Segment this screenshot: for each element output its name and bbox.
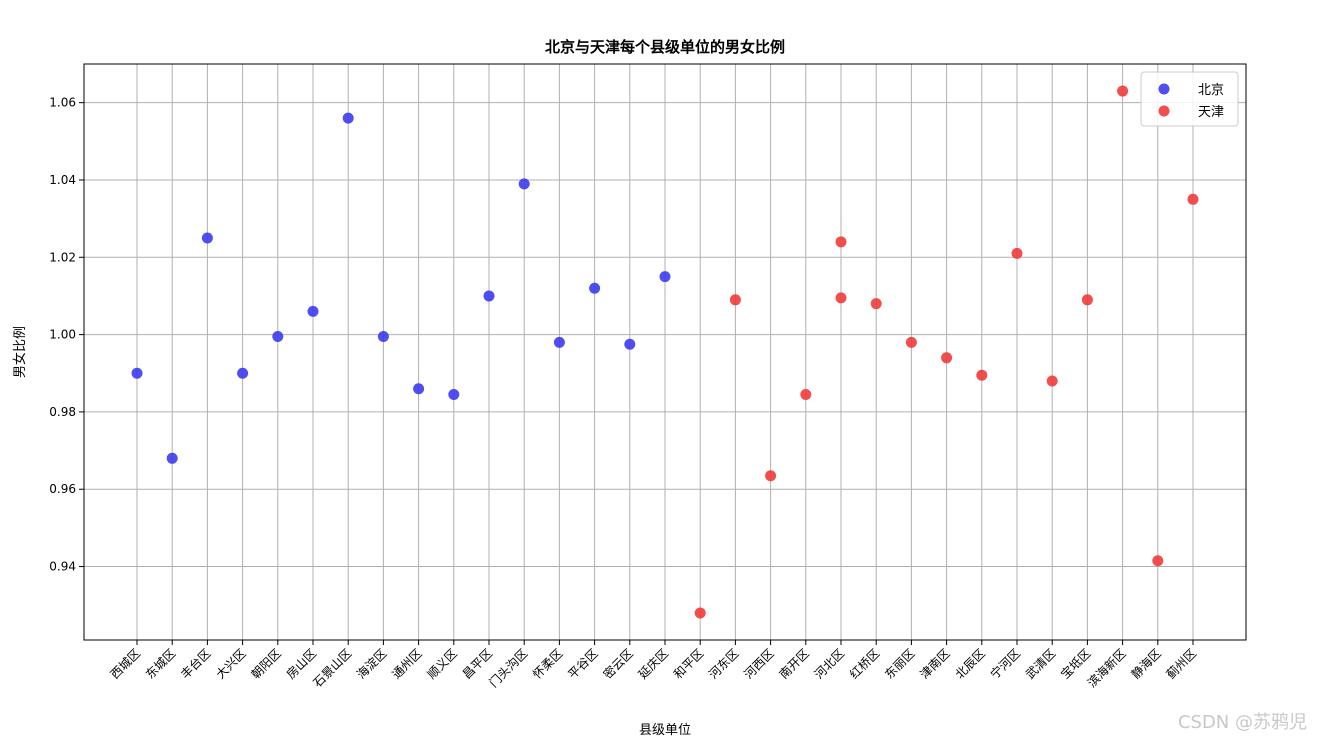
data-point — [589, 282, 601, 294]
x-tick-label: 西城区 — [108, 646, 143, 681]
y-tick-label: 0.96 — [49, 482, 76, 496]
data-point — [694, 607, 706, 619]
x-tick-label: 武清区 — [1023, 646, 1058, 681]
data-points — [131, 85, 1199, 619]
x-tick-label: 宁河区 — [987, 646, 1023, 682]
data-point — [1011, 247, 1023, 259]
data-point — [518, 178, 530, 190]
data-point — [1081, 294, 1093, 306]
y-tick-label: 1.02 — [49, 250, 76, 264]
x-tick-label: 平谷区 — [565, 646, 600, 681]
data-point — [905, 336, 917, 348]
legend-marker — [1158, 83, 1170, 95]
data-point — [1117, 85, 1129, 97]
data-point — [307, 305, 319, 317]
data-point — [624, 338, 636, 350]
data-point — [1046, 375, 1058, 387]
y-tick-label: 1.04 — [49, 173, 76, 187]
x-tick-label: 蓟州区 — [1164, 646, 1199, 681]
y-axis-label: 男女比例 — [12, 326, 28, 378]
x-tick-label: 东城区 — [143, 646, 178, 681]
x-tick-label: 红桥区 — [846, 646, 882, 682]
x-tick-label: 滨海新区 — [1084, 646, 1129, 691]
x-tick-label: 津南区 — [917, 646, 953, 682]
x-tick-label: 怀柔区 — [530, 646, 565, 681]
data-point — [765, 470, 777, 482]
legend-marker — [1158, 105, 1170, 117]
x-tick-label: 南开区 — [776, 646, 812, 682]
data-point — [201, 232, 213, 244]
x-tick-label: 顺义区 — [425, 646, 460, 681]
x-tick-label: 河西区 — [741, 646, 776, 681]
data-point — [835, 236, 847, 248]
data-point — [835, 292, 847, 304]
x-tick-label: 通州区 — [389, 646, 424, 681]
x-tick-label: 丰台区 — [177, 646, 213, 682]
x-tick-label: 延庆区 — [636, 646, 671, 681]
data-point — [870, 298, 882, 310]
data-point — [272, 331, 284, 343]
data-point — [1152, 555, 1164, 567]
chart-title: 北京与天津每个县级单位的男女比例 — [545, 38, 785, 56]
x-tick-label: 门头沟区 — [486, 646, 531, 691]
x-tick-label: 静海区 — [1128, 646, 1164, 682]
grid-lines — [84, 64, 1246, 640]
legend-entry: 天津 — [1198, 105, 1224, 120]
x-axis-label: 县级单位 — [639, 723, 691, 738]
x-tick-label: 河北区 — [812, 646, 847, 681]
data-point — [659, 271, 671, 283]
data-point — [237, 367, 249, 379]
x-tick-label: 朝阳区 — [249, 646, 284, 681]
data-point — [483, 290, 495, 302]
y-tick-label: 0.94 — [49, 560, 76, 574]
watermark: CSDN @苏鸦児 — [1177, 712, 1307, 733]
data-point — [729, 294, 741, 306]
data-point — [413, 383, 425, 395]
legend-entry: 北京 — [1198, 83, 1224, 98]
data-point — [166, 452, 178, 464]
data-point — [448, 389, 460, 401]
data-point — [377, 331, 389, 343]
data-point — [553, 336, 565, 348]
x-tick-label: 大兴区 — [213, 646, 248, 681]
data-point — [131, 367, 143, 379]
x-tick-label: 海淀区 — [353, 646, 389, 682]
x-tick-label: 河东区 — [706, 646, 741, 681]
x-tick-label: 石景山区 — [310, 646, 354, 690]
x-tick-label: 密云区 — [600, 646, 636, 682]
x-tick-label: 东丽区 — [882, 646, 917, 681]
data-point — [342, 112, 354, 124]
data-point — [1187, 193, 1199, 205]
data-point — [800, 389, 812, 401]
x-tick-label: 和平区 — [671, 646, 706, 681]
data-point — [941, 352, 953, 364]
data-point — [976, 369, 988, 381]
y-tick-label: 1.00 — [49, 328, 76, 342]
x-tick-label: 北辰区 — [953, 646, 988, 681]
y-tick-label: 0.98 — [49, 405, 76, 419]
y-tick-label: 1.06 — [49, 96, 76, 110]
